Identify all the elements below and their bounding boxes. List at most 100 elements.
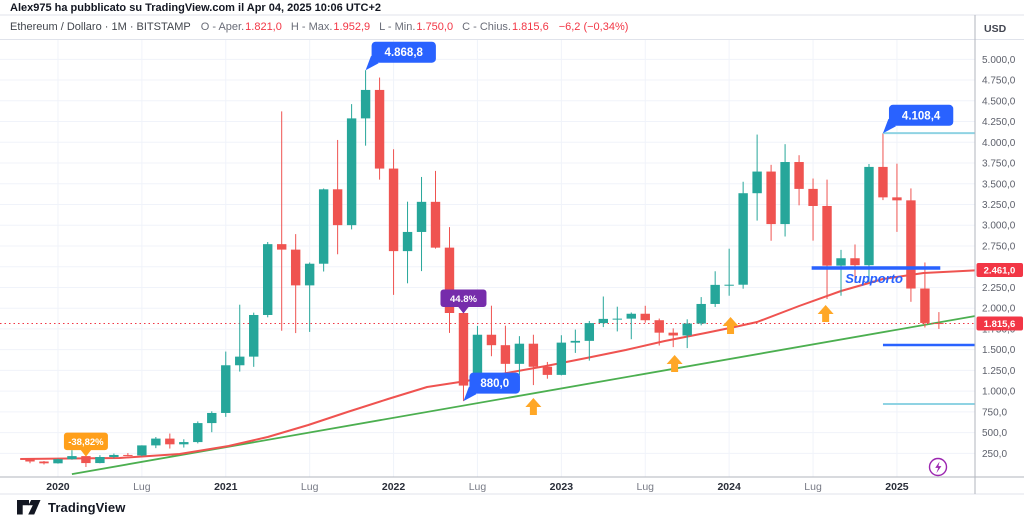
candle-2021-04 — [263, 244, 273, 315]
ohlc-pair: O - Aper. 1.821,0 — [200, 21, 282, 33]
y-tick-label: 1.250,0 — [982, 366, 1016, 377]
candle-2025-03 — [920, 288, 930, 323]
svg-text:-38,82%: -38,82% — [68, 437, 104, 448]
axis-price-tags: 2.461,0 1.815,6 — [976, 262, 1023, 331]
candle-2023-01 — [556, 342, 567, 375]
symbol-title[interactable]: Ethereum / Dollaro · 1M · BITSTAMP — [10, 21, 191, 33]
candle-2024-12 — [878, 166, 888, 198]
candle-2019-12 — [39, 461, 49, 464]
candle-2021-02 — [235, 356, 245, 366]
y-tick-label: 3.500,0 — [982, 179, 1016, 190]
candle-2023-03 — [584, 323, 595, 341]
candle-2020-06 — [123, 454, 133, 456]
candle-2022-12 — [542, 366, 553, 375]
candle-2024-06 — [794, 162, 804, 189]
candle-2021-10 — [346, 118, 357, 226]
x-tick-label: Lug — [301, 481, 319, 493]
svg-text:4.868,8: 4.868,8 — [385, 47, 424, 59]
candle-2021-11 — [360, 89, 371, 119]
candle-2023-11 — [696, 303, 706, 324]
candle-2023-12 — [710, 284, 720, 304]
y-tick-label: 3.000,0 — [982, 221, 1016, 232]
candle-2021-07 — [304, 263, 315, 286]
candle-2024-10 — [850, 258, 860, 266]
candle-2022-03 — [416, 201, 427, 232]
symbol-info-bar: Ethereum / Dollaro · 1M · BITSTAMP O - A… — [10, 21, 628, 33]
candle-2022-09 — [500, 345, 511, 364]
candle-2021-06 — [290, 249, 301, 286]
candle-2021-03 — [249, 314, 259, 357]
y-tick-label: 4.250,0 — [982, 117, 1016, 128]
candle-2023-08 — [654, 320, 664, 333]
x-tick-label: Lug — [636, 481, 654, 493]
up-arrow-marker[interactable] — [525, 398, 542, 416]
tradingview-logo[interactable]: TradingView — [16, 499, 125, 516]
y-tick-label: 4.500,0 — [982, 96, 1016, 107]
candle-2024-03 — [752, 171, 762, 194]
up-arrow-marker[interactable] — [666, 354, 683, 372]
y-tick-label: 1.500,0 — [982, 345, 1016, 356]
candle-2022-08 — [486, 334, 497, 346]
up-arrow-marker[interactable] — [817, 305, 834, 323]
candle-2023-04 — [598, 318, 609, 324]
percent-flag[interactable] — [63, 432, 108, 451]
candle-2022-01 — [388, 168, 399, 252]
y-tick-label: 3.750,0 — [982, 159, 1016, 170]
candle-2024-11 — [864, 166, 874, 266]
y-tick-label: 500,0 — [982, 428, 1007, 439]
candle-2025-04 — [934, 323, 944, 325]
y-tick-label: 4.000,0 — [982, 138, 1016, 149]
candle-2023-02 — [570, 340, 581, 343]
boost-flash-icon[interactable] — [928, 457, 948, 477]
x-tick-label: Lug — [133, 481, 151, 493]
candle-2025-01 — [892, 197, 902, 201]
candle-2022-05 — [444, 247, 455, 313]
candle-2021-05 — [276, 244, 287, 250]
support-label[interactable]: Supporto — [845, 271, 903, 286]
ohlc-pair: H - Max. 1.952,9 — [290, 21, 371, 33]
candle-2023-05 — [612, 318, 622, 320]
x-tick-label: 2024 — [717, 481, 741, 493]
candle-2020-01 — [53, 459, 63, 464]
x-tick-label: 2022 — [382, 481, 406, 493]
y-tick-label: 2.250,0 — [982, 283, 1016, 294]
candle-2020-03 — [81, 456, 91, 464]
svg-text:1.815,6: 1.815,6 — [984, 319, 1016, 330]
price-callout[interactable] — [371, 41, 436, 63]
candle-2024-02 — [738, 193, 748, 285]
x-tick-label: 2020 — [46, 481, 70, 493]
candle-2022-11 — [528, 343, 539, 367]
x-tick-label: 2025 — [885, 481, 909, 493]
tradingview-logo-text: TradingView — [48, 500, 126, 515]
candle-2023-09 — [668, 332, 678, 336]
trend-lines — [20, 269, 976, 475]
candle-2020-08 — [151, 438, 161, 446]
candle-2022-04 — [430, 201, 441, 248]
y-tick-label: 4.750,0 — [982, 76, 1016, 87]
candle-2021-01 — [221, 365, 231, 413]
price-change: −6,2 (−0,34%) — [558, 21, 629, 33]
candle-2023-10 — [682, 323, 692, 336]
price-callout[interactable] — [469, 372, 520, 394]
candle-2022-02 — [402, 231, 413, 252]
candle-2020-02 — [67, 456, 77, 460]
axis-price-tag — [976, 262, 1023, 277]
y-tick-label: 750,0 — [982, 407, 1007, 418]
svg-text:4.108,4: 4.108,4 — [902, 110, 941, 122]
candle-2023-07 — [640, 313, 650, 321]
candle-2021-12 — [374, 89, 385, 169]
up-arrow-marker[interactable] — [722, 316, 739, 334]
candle-2024-09 — [836, 258, 846, 266]
percent-flag[interactable] — [440, 289, 487, 307]
ohlc-values: O - Aper. 1.821,0 H - Max. 1.952,9 L - Min. 1… — [201, 21, 549, 33]
candle-2023-06 — [626, 313, 636, 319]
candle-2020-12 — [207, 412, 217, 424]
candle-2019-11 — [25, 458, 35, 462]
candle-2022-07 — [472, 334, 483, 386]
candle-2024-07 — [808, 188, 818, 206]
price-callout[interactable] — [888, 104, 954, 126]
y-tick-label: 3.250,0 — [982, 200, 1016, 211]
candle-2020-04 — [95, 457, 105, 464]
candle-2024-08 — [822, 205, 832, 266]
